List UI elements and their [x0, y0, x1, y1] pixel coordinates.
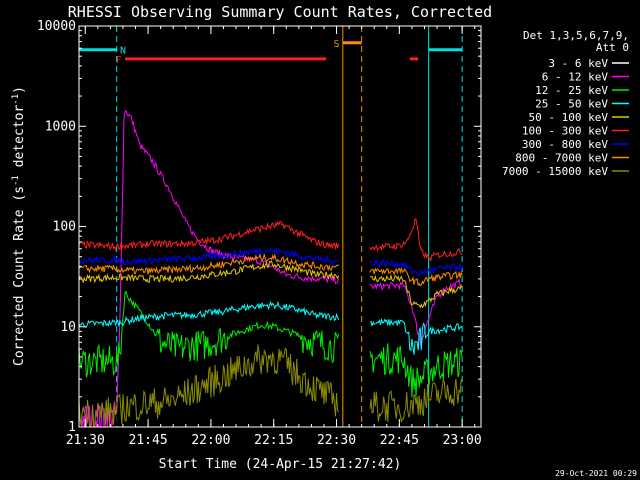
legend-header-line-2: Att 0 — [596, 41, 629, 54]
series-line — [78, 109, 463, 428]
legend-label: 7000 - 15000 keV — [502, 165, 608, 178]
series-line — [78, 247, 463, 277]
legend-label: 50 - 100 keV — [529, 111, 609, 124]
series-line — [78, 344, 463, 429]
x-axis: 21:30 21:45 22:00 22:15 22:30 22:45 23:00 — [66, 26, 482, 448]
x-tick-label: 22:15 — [254, 433, 293, 448]
x-axis-label: Start Time (24-Apr-15 21:27:42) — [159, 457, 402, 472]
series-group — [78, 109, 463, 429]
y-tick-label: 100 — [53, 220, 76, 235]
generation-timestamp: 29-Oct-2021 00:29 — [555, 469, 637, 478]
observing-flags: NF S — [79, 39, 463, 66]
x-tick-label: 22:30 — [317, 433, 356, 448]
x-tick-label: 21:45 — [129, 433, 168, 448]
chart-title: RHESSI Observing Summary Count Rates, Co… — [68, 3, 492, 21]
x-tick-label: 23:00 — [443, 433, 482, 448]
x-tick-label: 21:30 — [66, 433, 105, 448]
legend-label: 12 - 25 keV — [535, 84, 608, 97]
y-tick-label: 10000 — [37, 19, 76, 34]
series-line — [78, 290, 463, 398]
legend-header-line-1: Det 1,3,5,6,7,9, — [523, 29, 629, 42]
legend-label: 300 - 800 keV — [522, 138, 608, 151]
legend-label: 800 - 7000 keV — [515, 152, 608, 165]
y-axis: 10000 1000 100 10 1 — [37, 19, 481, 435]
y-tick-label: 1000 — [45, 119, 76, 134]
flag-label: S — [334, 39, 340, 50]
y-tick-label: 10 — [60, 320, 76, 335]
series-line — [78, 217, 463, 263]
flag-label: F — [116, 55, 122, 66]
legend-label: 25 - 50 keV — [535, 98, 608, 111]
series-line — [78, 260, 463, 309]
flag-label: N — [120, 46, 126, 57]
series-line — [78, 300, 463, 355]
y-axis-label: Corrected Count Rate (s-1 detector-1) — [11, 86, 27, 366]
x-tick-label: 22:45 — [380, 433, 419, 448]
series-line — [78, 253, 463, 287]
legend-label: 100 - 300 keV — [522, 125, 608, 138]
legend-label: 6 - 12 keV — [542, 71, 609, 84]
legend-label: 3 - 6 keV — [548, 57, 608, 70]
x-tick-label: 22:00 — [191, 433, 230, 448]
y-tick-label: 1 — [68, 420, 76, 435]
